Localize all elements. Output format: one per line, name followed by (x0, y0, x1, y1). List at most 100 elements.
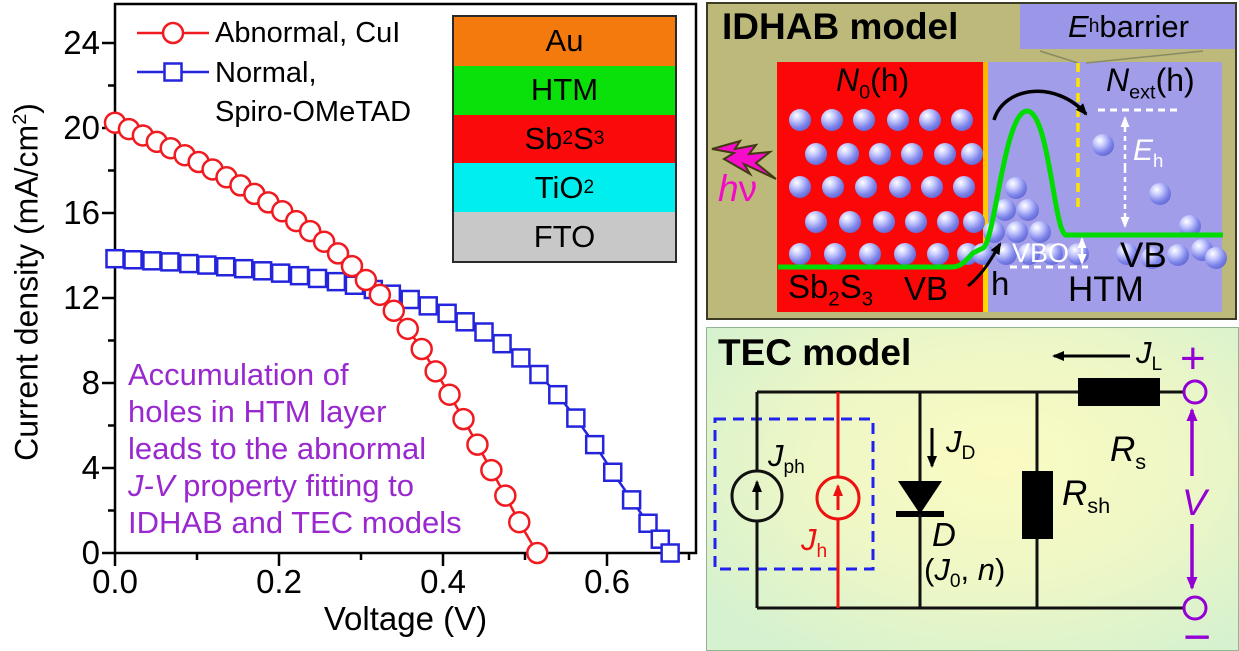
x-axis-label: Voltage (V) (323, 600, 488, 637)
inset-layer-fto: FTO (454, 212, 675, 261)
data-point (215, 257, 236, 277)
hole-sphere (905, 211, 927, 233)
data-point (602, 462, 623, 482)
idhab-overlay (711, 50, 1223, 288)
next-label: Next(h) (1106, 62, 1195, 104)
jl-label: JL (1136, 335, 1163, 376)
legend-marker-abnormal (161, 21, 185, 45)
data-point (494, 484, 517, 507)
hole-sphere (889, 176, 911, 198)
data-point (179, 253, 199, 274)
hole-sphere (919, 109, 941, 131)
data-point (354, 268, 378, 292)
hole-sphere (789, 109, 811, 131)
inset-layer-htm: HTM (454, 65, 675, 115)
data-point (142, 251, 162, 271)
hole-sphere (1141, 247, 1163, 269)
tec-title: TEC model (718, 332, 912, 373)
positive-terminal (1182, 379, 1208, 405)
eh-label: Eh (1133, 134, 1164, 171)
lightning-bolt-icon (711, 139, 777, 180)
data-point (638, 513, 658, 533)
data-point (437, 303, 457, 324)
y-tick-label: 12 (63, 279, 100, 316)
hole-current-source-symbol (815, 475, 861, 521)
data-point (511, 348, 531, 368)
vbo-label: VBO (1012, 238, 1070, 268)
voltage-label: V (1182, 482, 1207, 523)
hole-sphere (1017, 199, 1039, 221)
hole-sphere (953, 176, 975, 198)
data-point (621, 490, 642, 510)
hole-sphere (789, 243, 811, 265)
data-point (400, 289, 420, 310)
data-point (660, 543, 680, 563)
rsh-label: Rsh (1062, 474, 1111, 518)
data-point (584, 434, 605, 455)
jv-chart-panel: Current density (mA/cm2) Voltage (V) Abn… (9, 2, 698, 637)
data-point (492, 333, 512, 354)
data-point (396, 317, 419, 341)
data-point (123, 250, 143, 270)
callout-line (1039, 50, 1079, 64)
hole-sphere (994, 199, 1016, 221)
data-point (474, 322, 494, 342)
plus-terminal-label: + (1180, 334, 1206, 383)
h-label: h (991, 265, 1010, 302)
data-point (105, 248, 125, 269)
data-point (480, 458, 503, 482)
minus-terminal-label: − (1183, 611, 1212, 651)
vb-right-label: VB (1120, 236, 1167, 275)
data-point (455, 312, 475, 332)
legend-label-normal: Normal, (215, 57, 317, 89)
data-point (424, 360, 447, 383)
hv-photon-label: hν (718, 168, 758, 209)
inset-layer-au: Au (454, 17, 675, 66)
sb2s3-absorber-region (777, 62, 987, 312)
jh-label: Jh (801, 522, 828, 563)
legend-label-abnormal: Abnormal, CuI (215, 17, 401, 49)
hole-sphere (789, 176, 811, 198)
x-tick-label: 0.2 (256, 563, 302, 600)
hole-sphere (837, 143, 859, 165)
legend-label-normal-2: Spiro-OMeTAD (215, 96, 412, 128)
data-point (452, 407, 475, 431)
photocurrent-source-symbol (730, 469, 784, 523)
hole-sphere (1018, 243, 1040, 265)
tec-model-panel: TEC model Jph Jh JD D (J0, n) Rs Rsh JL … (706, 327, 1239, 651)
diode-label: D (932, 516, 956, 553)
jph-label: Jph (768, 438, 805, 479)
hole-sphere (1041, 243, 1063, 265)
interface-line (983, 62, 988, 312)
hole-arrow (967, 242, 1002, 288)
data-point (508, 510, 531, 534)
data-point (368, 283, 392, 307)
series-resistor-symbol (1078, 378, 1160, 406)
hole-sphere (821, 109, 843, 131)
y-tick-label: 16 (63, 194, 100, 231)
hole-sphere (894, 243, 916, 265)
hole-sphere (853, 109, 875, 131)
hole-transfer-arrow (992, 89, 1088, 121)
jv-chart-canvas (102, 2, 698, 566)
hole-sphere (855, 176, 877, 198)
device-stack-inset: Au HTM Sb 2 S 3 TiO 2 FTO (452, 15, 677, 263)
photocurrent-group-dashed-box (713, 417, 875, 571)
x-tick-label: 0.4 (420, 563, 466, 600)
hole-sphere (1205, 247, 1227, 269)
annotation-line: Accumulation of (128, 357, 349, 392)
x-tick-label: 0.0 (92, 563, 138, 600)
valence-band-curve (778, 108, 1223, 270)
hole-sphere (887, 109, 909, 131)
plot-frame (113, 2, 698, 555)
diode-symbol (898, 481, 942, 514)
negative-terminal (1182, 595, 1208, 621)
sb2s3-label: Sb2S3 (788, 268, 874, 311)
data-point (566, 408, 586, 428)
hole-sphere (822, 176, 844, 198)
annotation-line: leads to the abnormal (128, 431, 427, 466)
hole-sphere (1149, 183, 1171, 205)
hole-sphere (1029, 221, 1051, 243)
y-tick-label: 0 (81, 534, 100, 571)
